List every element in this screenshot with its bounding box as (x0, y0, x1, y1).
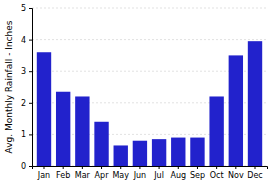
y-tick-label: 0 (21, 162, 26, 171)
x-tick-mark (197, 166, 198, 169)
x-tick: Jul (153, 166, 164, 180)
x-tick: Jun (133, 166, 147, 180)
x-tick-label: Jun (133, 171, 147, 180)
x-tick-mark (216, 166, 217, 169)
y-tick-mark (29, 8, 32, 9)
grid (32, 8, 267, 166)
x-tick-label: Feb (56, 171, 70, 180)
x-tick-mark (101, 166, 102, 169)
y-axis: 0 1 2 3 4 5 (21, 4, 33, 171)
y-tick-label: 3 (21, 67, 26, 76)
y-tick-label: 4 (21, 36, 26, 45)
bar (75, 96, 89, 166)
y-tick: 1 (21, 130, 32, 139)
x-tick: Oct (210, 166, 224, 180)
y-tick-mark (29, 103, 32, 104)
x-tick: Nov (228, 166, 244, 180)
x-tick-label: Dec (247, 171, 262, 180)
bar (209, 96, 223, 166)
plot: Jan Feb Mar AprMay Jun Jul Aug Sep Oct NovDec 0 1 2 3… (21, 4, 268, 180)
bar (152, 139, 166, 166)
x-axis-line (33, 167, 268, 170)
y-tick-label: 1 (21, 130, 26, 139)
x-tick-label: Jan (37, 171, 50, 180)
x-tick: May (112, 166, 129, 180)
x-tick-label: Aug (170, 171, 186, 180)
x-tick: Jan (37, 166, 50, 180)
bar (56, 92, 70, 166)
x-tick-label: Nov (228, 171, 244, 180)
x-tick-mark (159, 166, 160, 169)
x-tick: Aug (170, 166, 186, 180)
x-tick: Sep (190, 166, 205, 180)
y-tick: 0 (21, 162, 32, 171)
x-tick-mark (43, 166, 44, 169)
y-tick: 3 (21, 67, 32, 76)
chart: Jan Feb Mar AprMay Jun Jul Aug Sep Oct NovDec 0 1 2 3… (0, 0, 275, 184)
y-tick-mark (29, 134, 32, 135)
bar (37, 52, 51, 166)
bar (171, 138, 185, 166)
y-tick-label: 2 (21, 99, 26, 108)
y-tick: 4 (21, 36, 32, 45)
x-tick-label: Apr (95, 171, 110, 180)
x-tick-mark (63, 166, 64, 169)
marks (37, 41, 262, 166)
y-tick-mark (29, 71, 32, 72)
y-tick-label: 5 (21, 4, 26, 13)
x-tick-mark (235, 166, 236, 169)
x-tick-mark (255, 166, 256, 169)
bar (133, 141, 147, 166)
y-axis-line (29, 9, 33, 167)
y-axis-title: Avg. Monthly Rainfall - Inches (4, 20, 14, 153)
x-tick: Feb (56, 166, 70, 180)
x-tick-mark (139, 166, 140, 169)
x-tick: Apr (95, 166, 110, 180)
bar (248, 41, 262, 166)
x-tick-label: May (112, 171, 129, 180)
bar (190, 138, 204, 166)
y-tick-mark (29, 166, 32, 167)
x-tick-label: Sep (190, 171, 205, 180)
bar (229, 55, 243, 166)
x-tick: Dec (247, 166, 262, 180)
grid-line (32, 8, 267, 9)
y-tick-mark (29, 40, 32, 41)
grid-line (32, 39, 267, 40)
x-axis: Jan Feb Mar AprMay Jun Jul Aug Sep Oct NovDec (33, 166, 268, 180)
x-tick: Mar (75, 166, 91, 180)
x-tick-label: Jul (153, 171, 164, 180)
x-tick-label: Oct (210, 171, 224, 180)
x-tick-mark (178, 166, 179, 169)
y-tick: 2 (21, 99, 32, 108)
x-tick-label: Mar (75, 171, 91, 180)
y-tick: 5 (21, 4, 32, 13)
bar (114, 145, 128, 166)
bar (94, 122, 108, 166)
x-tick-mark (120, 166, 121, 169)
x-tick-mark (82, 166, 83, 169)
